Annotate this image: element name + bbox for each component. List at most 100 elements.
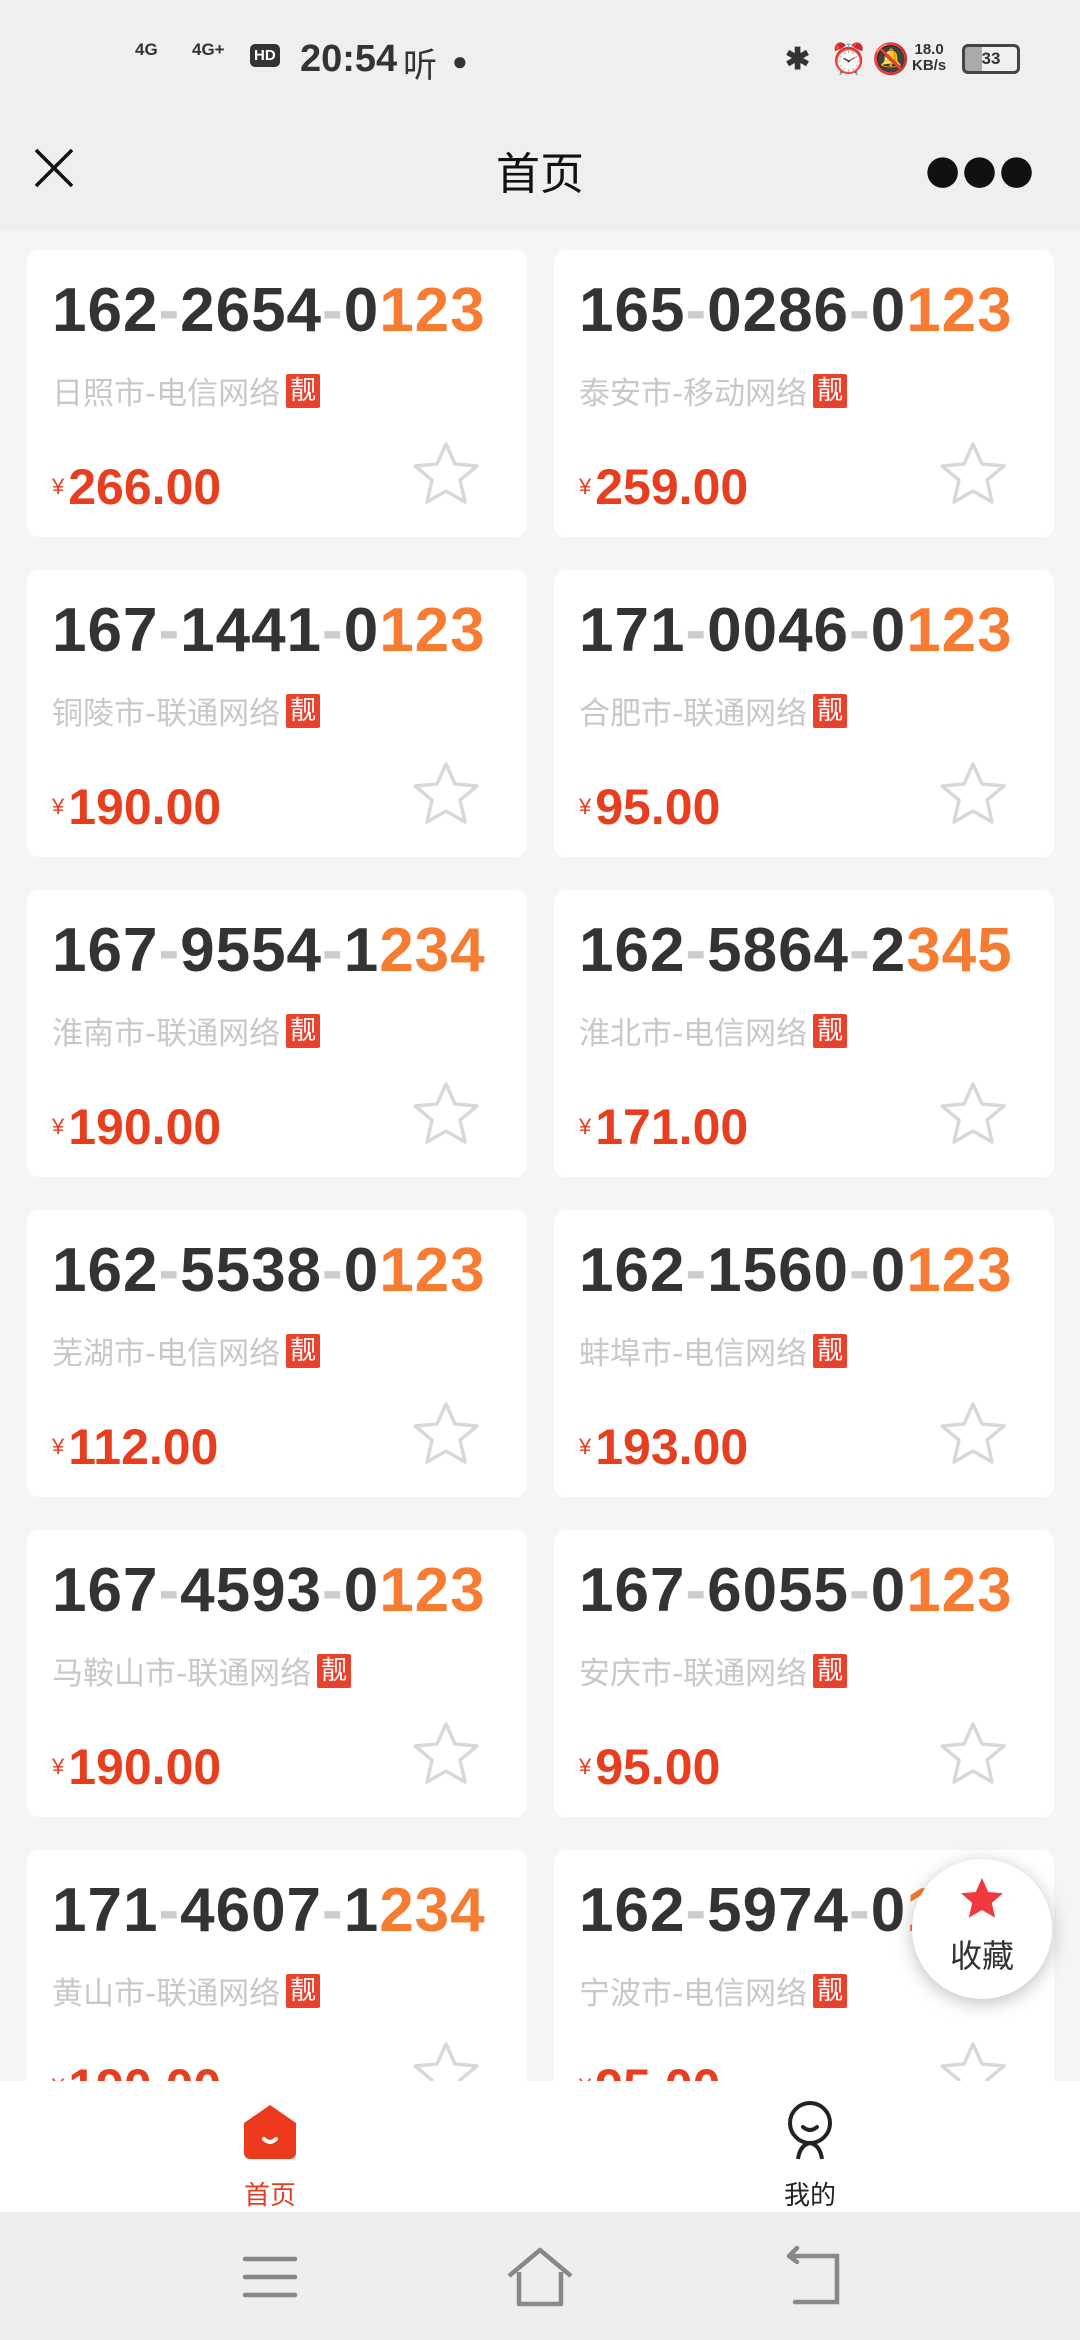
number-card[interactable]: 165-0286-0123 泰安市-移动网络靓 ¥259.00 (554, 250, 1054, 537)
price: ¥112.00 (52, 1419, 219, 1475)
back-icon[interactable] (775, 2242, 845, 2312)
number-card[interactable]: 167-4593-0123 马鞍山市-联通网络靓 ¥190.00 (27, 1530, 527, 1817)
star-outline-icon[interactable] (937, 2038, 1009, 2081)
price: ¥95.00 (579, 1739, 721, 1795)
price: ¥266.00 (52, 459, 222, 515)
phone-number: 162-5864-2345 (579, 916, 1013, 985)
signal-4g: 4G (135, 40, 158, 59)
star-outline-icon[interactable] (410, 2038, 482, 2081)
number-card[interactable]: 167-1441-0123 铜陵市-联通网络靓 ¥190.00 (27, 570, 527, 857)
phone-number: 167-9554-1234 (52, 916, 486, 985)
price: ¥193.00 (579, 1419, 749, 1475)
tab-home-label: 首页 (243, 2181, 296, 2211)
star-outline-icon[interactable] (937, 438, 1009, 510)
premium-badge: 靓 (286, 1973, 321, 2008)
battery-icon: 33 (962, 44, 1020, 74)
premium-badge: 靓 (813, 1653, 848, 1688)
location-network: 日照市-电信网络靓 (52, 368, 321, 413)
system-navigation-bar (0, 2212, 1080, 2340)
tab-mine-label: 我的 (783, 2181, 836, 2211)
star-filled-icon (961, 1878, 1003, 1918)
location-network: 安庆市-联通网络靓 (579, 1648, 848, 1693)
menu-icon[interactable] (235, 2242, 305, 2312)
phone-number: 167-4593-0123 (52, 1556, 486, 1625)
bluetooth-icon: ✱ (785, 43, 811, 76)
premium-badge: 靓 (813, 1013, 848, 1048)
location-network: 合肥市-联通网络靓 (579, 688, 848, 733)
phone-number: 162-5538-0123 (52, 1236, 486, 1305)
favorites-button[interactable]: 收藏 (912, 1859, 1052, 1999)
location-network: 淮北市-电信网络靓 (579, 1008, 848, 1053)
wechat-icon: ● (452, 46, 468, 76)
location-network: 蚌埠市-电信网络靓 (579, 1328, 848, 1373)
phone-number: 167-1441-0123 (52, 596, 486, 665)
phone-number: 162-1560-0123 (579, 1236, 1013, 1305)
location-network: 芜湖市-电信网络靓 (52, 1328, 321, 1373)
status-bar: 4G 4G+ HD 20:54 听 ● ✱ ⏰ 🔕 18.0 KB/s 33 (0, 0, 1080, 110)
premium-badge: 靓 (813, 1333, 848, 1368)
person-icon (788, 2101, 832, 2160)
star-outline-icon[interactable] (410, 438, 482, 510)
price: ¥190.00 (52, 1099, 222, 1155)
page-title: 首页 (496, 149, 584, 200)
clock: 20:54 (300, 38, 398, 80)
star-outline-icon[interactable] (937, 1718, 1009, 1790)
net-speed: 18.0 KB/s (912, 41, 947, 74)
number-card[interactable]: 171-0046-0123 合肥市-联通网络靓 ¥95.00 (554, 570, 1054, 857)
location-network: 马鞍山市-联通网络靓 (52, 1648, 352, 1693)
location-network: 黄山市-联通网络靓 (52, 1968, 321, 2013)
signal-4g-plus: 4G+ (192, 40, 225, 59)
phone-number: 165-0286-0123 (579, 276, 1013, 345)
tab-mine[interactable]: 我的 (540, 2081, 1080, 2212)
favorites-label: 收藏 (949, 1937, 1014, 1975)
number-card[interactable]: 167-9554-1234 淮南市-联通网络靓 ¥190.00 (27, 890, 527, 1177)
location-network: 铜陵市-联通网络靓 (52, 688, 321, 733)
home-icon[interactable] (505, 2242, 575, 2312)
number-card[interactable]: 162-5538-0123 芜湖市-电信网络靓 ¥112.00 (27, 1210, 527, 1497)
premium-badge: 靓 (317, 1653, 352, 1688)
number-card[interactable]: 162-2654-0123 日照市-电信网络靓 ¥266.00 (27, 250, 527, 537)
location-network: 泰安市-移动网络靓 (579, 368, 848, 413)
phone-number: 171-4607-1234 (52, 1876, 486, 1945)
number-list[interactable]: 162-2654-0123 日照市-电信网络靓 ¥266.00 165-0286-01… (0, 230, 1080, 2081)
location-network: 宁波市-电信网络靓 (579, 1968, 848, 2013)
price: ¥259.00 (579, 459, 749, 515)
tab-bar: 首页 我的 (0, 2081, 1080, 2212)
number-card[interactable]: 162-5864-2345 淮北市-电信网络靓 ¥171.00 (554, 890, 1054, 1177)
star-outline-icon[interactable] (937, 1078, 1009, 1150)
price: ¥190.00 (52, 1739, 222, 1795)
star-outline-icon[interactable] (410, 1398, 482, 1470)
premium-badge: 靓 (286, 1333, 321, 1368)
phone-number: 162-2654-0123 (52, 276, 486, 345)
premium-badge: 靓 (286, 693, 321, 728)
listen-icon: 听 (403, 47, 437, 85)
more-icon[interactable]: ●●● (925, 147, 1036, 193)
price: ¥171.00 (579, 1099, 749, 1155)
star-outline-icon[interactable] (937, 758, 1009, 830)
number-card[interactable]: 162-1560-0123 蚌埠市-电信网络靓 ¥193.00 (554, 1210, 1054, 1497)
premium-badge: 靓 (813, 1973, 848, 2008)
price: ¥95.00 (579, 2062, 720, 2081)
price: ¥95.00 (579, 779, 721, 835)
price: ¥190.00 (52, 2062, 221, 2081)
phone-number: 167-6055-0123 (579, 1556, 1013, 1625)
premium-badge: 靓 (286, 1013, 321, 1048)
star-outline-icon[interactable] (410, 1078, 482, 1150)
price: ¥190.00 (52, 779, 222, 835)
hd-icon: HD (250, 44, 280, 67)
tab-home[interactable]: 首页 (0, 2081, 540, 2212)
location-network: 淮南市-联通网络靓 (52, 1008, 321, 1053)
star-outline-icon[interactable] (937, 1398, 1009, 1470)
premium-badge: 靓 (813, 693, 848, 728)
header: 首页 ●●● (0, 110, 1080, 230)
alarm-icon: ⏰ (830, 43, 868, 76)
star-outline-icon[interactable] (410, 1718, 482, 1790)
premium-badge: 靓 (813, 373, 848, 408)
phone-number: 171-0046-0123 (579, 596, 1013, 665)
number-card[interactable]: 167-6055-0123 安庆市-联通网络靓 ¥95.00 (554, 1530, 1054, 1817)
star-outline-icon[interactable] (410, 758, 482, 830)
close-icon[interactable] (30, 144, 78, 192)
mute-icon: 🔕 (872, 43, 910, 76)
home-icon (244, 2105, 296, 2159)
